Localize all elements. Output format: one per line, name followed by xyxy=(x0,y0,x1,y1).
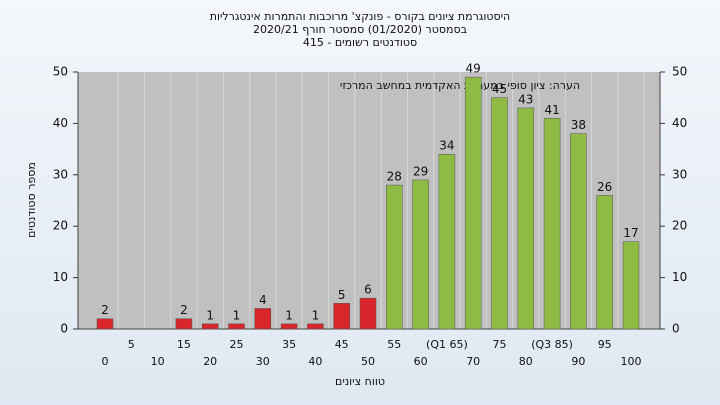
bar xyxy=(307,323,324,330)
bar xyxy=(386,184,403,330)
x-axis-label: טווח ציונים xyxy=(335,375,385,388)
x-tick-label: 80 xyxy=(519,355,533,368)
y2-tick-label: 40 xyxy=(672,116,687,130)
value-label: 2 xyxy=(101,303,109,317)
bar xyxy=(543,118,561,330)
x-tick-label: 35 xyxy=(282,338,296,351)
x-tick-label: 40 xyxy=(308,355,322,368)
value-label: 4 xyxy=(259,293,267,307)
y2-tick-label: 10 xyxy=(672,270,687,284)
value-label: 26 xyxy=(597,180,612,194)
chart-subtitle: סטודנטים רשומים - 415 xyxy=(303,36,417,49)
value-label: 1 xyxy=(285,308,293,322)
value-label: 6 xyxy=(364,283,372,297)
x-tick-label: 75 xyxy=(493,338,507,351)
value-label: 29 xyxy=(413,164,428,178)
bar xyxy=(175,318,193,330)
value-label: 17 xyxy=(623,226,638,240)
x-tick-label: 45 xyxy=(335,338,349,351)
bar xyxy=(254,308,272,330)
value-label: 1 xyxy=(206,308,214,322)
bar xyxy=(491,97,508,330)
bar xyxy=(438,153,456,330)
x-tick-label: 30 xyxy=(256,355,270,368)
y2-tick-label: 30 xyxy=(672,167,687,181)
bar xyxy=(412,179,429,330)
chart-title: היסטוגרמת ציונים בקורס - פונקצ' מרוכבות … xyxy=(210,10,511,23)
bar xyxy=(201,323,219,330)
y-tick-label: 30 xyxy=(53,167,68,181)
x-tick-label: 20 xyxy=(203,355,217,368)
bar xyxy=(228,323,245,330)
bar xyxy=(359,297,377,330)
value-label: 28 xyxy=(387,170,402,184)
bar xyxy=(596,195,613,330)
value-label: 2 xyxy=(180,303,188,317)
plot-area xyxy=(78,72,660,329)
value-label: 41 xyxy=(544,103,559,117)
value-label: 49 xyxy=(466,62,481,76)
x-tick-label: 15 xyxy=(177,338,191,351)
y2-tick-label: 50 xyxy=(672,65,687,79)
x-tick-label: (Q1 65) xyxy=(426,338,468,351)
x-tick-label: 95 xyxy=(598,338,612,351)
y-tick-label: 40 xyxy=(53,116,68,130)
bar xyxy=(280,323,298,330)
x-tick-label: 60 xyxy=(414,355,428,368)
x-tick-label: 10 xyxy=(151,355,165,368)
x-tick-label: 55 xyxy=(387,338,401,351)
bar xyxy=(517,107,535,330)
bar xyxy=(464,76,482,330)
y-tick-label: 50 xyxy=(53,65,68,79)
annotation: הערה: ציון סופי במערכת האקדמית במחשב המר… xyxy=(340,79,580,92)
y-tick-label: 0 xyxy=(60,322,68,336)
bar xyxy=(570,133,587,330)
x-tick-label: 100 xyxy=(621,355,642,368)
x-tick-label: 70 xyxy=(466,355,480,368)
x-tick-label: 5 xyxy=(128,338,135,351)
x-tick-label: 25 xyxy=(230,338,244,351)
x-tick-label: (Q3 85) xyxy=(531,338,573,351)
x-tick-label: 50 xyxy=(361,355,375,368)
x-tick-label: 90 xyxy=(571,355,585,368)
y-tick-label: 10 xyxy=(53,270,68,284)
x-tick-label: 0 xyxy=(102,355,109,368)
y2-tick-label: 20 xyxy=(672,219,687,233)
value-label: 1 xyxy=(233,308,241,322)
value-label: 1 xyxy=(312,308,320,322)
y-axis-label: מספר סטודנטים xyxy=(25,162,38,238)
y-tick-label: 20 xyxy=(53,219,68,233)
value-label: 5 xyxy=(338,288,346,302)
value-label: 34 xyxy=(439,139,454,153)
bar xyxy=(622,241,640,330)
value-label: 43 xyxy=(518,92,533,106)
bar xyxy=(333,303,350,330)
y2-tick-label: 0 xyxy=(672,322,680,336)
chart-subtitle: בסמסטר (01/2020) סמסטר חורף 2020/21 xyxy=(253,23,467,36)
value-label: 45 xyxy=(492,82,507,96)
value-label: 38 xyxy=(571,118,586,132)
bar xyxy=(96,318,114,330)
